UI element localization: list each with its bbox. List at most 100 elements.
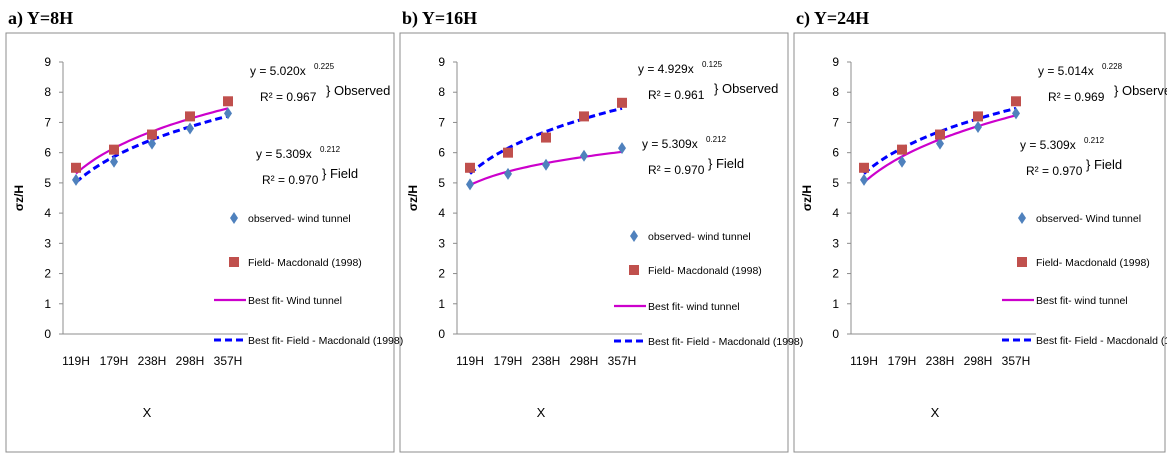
field-marker: [71, 162, 81, 173]
legend-label: Field- Macdonald (1998): [1036, 257, 1150, 269]
field-marker: [223, 96, 233, 107]
y-tick-label: 5: [438, 176, 445, 190]
chart-frame: [399, 32, 789, 453]
y-tick-label: 7: [438, 115, 445, 129]
observed-marker: [466, 178, 474, 191]
observed-marker: [860, 173, 868, 186]
observed-marker: [110, 155, 118, 168]
observed-marker: [224, 107, 232, 120]
y-tick-label: 8: [438, 85, 445, 99]
field-equation: y = 5.309x: [1020, 138, 1076, 152]
x-tick-label: 179H: [888, 354, 917, 368]
legend-label: Field- Macdonald (1998): [248, 257, 362, 269]
observed-marker: [504, 167, 512, 180]
y-axis-title: σz/H: [406, 185, 420, 211]
legend-observed-marker: [1018, 212, 1026, 224]
legend-field-marker: [1017, 257, 1027, 267]
field-bracket-label: } Field: [708, 156, 744, 171]
observed-equation: y = 5.020x: [250, 64, 306, 78]
y-tick-label: 4: [832, 206, 839, 220]
observed-marker: [974, 120, 982, 133]
field-equation: y = 5.309x: [642, 137, 698, 151]
y-tick-label: 9: [832, 55, 839, 69]
observed-equation: y = 5.014x: [1038, 64, 1094, 78]
y-axis-title: σz/H: [800, 185, 814, 211]
chart-panel-2: 0 1 2 3 4 5 6 7 8 9 119H 179H 238H 298H 357H Xσz/H y = 4…: [399, 32, 803, 453]
chart-panel-1: 0 1 2 3 4 5 6 7 8 9 119H 179H 238H 298H 357H Xσz/H y = 5…: [5, 32, 403, 453]
field-marker: [859, 162, 869, 173]
y-tick-label: 2: [44, 267, 51, 281]
x-tick-label: 238H: [926, 354, 955, 368]
observed-marker: [936, 137, 944, 150]
field-marker: [1011, 96, 1021, 107]
y-tick-label: 1: [832, 297, 839, 311]
chart-frame: [793, 32, 1166, 453]
field-marker: [109, 144, 119, 155]
y-tick-label: 3: [832, 236, 839, 250]
field-marker: [503, 147, 513, 158]
field-equation-exponent: 0.212: [320, 145, 341, 154]
observed-bracket-label: } Observed: [714, 81, 778, 96]
observed-bracket-label: } Observed: [1114, 83, 1167, 98]
y-tick-label: 4: [438, 206, 445, 220]
field-r2: R² = 0.970: [262, 173, 319, 187]
y-tick-label: 5: [44, 176, 51, 190]
field-equation-exponent: 0.212: [1084, 136, 1105, 145]
chart-panel-3: 0 1 2 3 4 5 6 7 8 9 119H 179H 238H 298H 357H Xσz/H y = 5…: [793, 32, 1167, 453]
x-axis-title: X: [931, 405, 940, 420]
field-equation: y = 5.309x: [256, 147, 312, 161]
y-axis-title: σz/H: [12, 185, 26, 211]
field-marker: [897, 144, 907, 155]
observed-bracket-label: } Observed: [326, 83, 390, 98]
x-tick-label: 179H: [494, 354, 523, 368]
observed-equation-exponent: 0.225: [314, 62, 335, 71]
x-axis-title: X: [537, 405, 546, 420]
y-tick-label: 0: [832, 327, 839, 341]
x-tick-label: 357H: [1002, 354, 1031, 368]
x-tick-label: 357H: [608, 354, 637, 368]
legend-label: Field- Macdonald (1998): [648, 265, 762, 277]
y-tick-label: 3: [438, 236, 445, 250]
field-marker: [465, 162, 475, 173]
y-tick-label: 1: [438, 297, 445, 311]
observed-r2: R² = 0.967: [260, 90, 317, 104]
y-tick-label: 6: [832, 146, 839, 160]
y-tick-label: 0: [438, 327, 445, 341]
x-tick-label: 119H: [456, 354, 484, 368]
field-marker: [935, 129, 945, 140]
field-equation-exponent: 0.212: [706, 135, 727, 144]
field-marker: [185, 111, 195, 122]
legend-observed-marker: [630, 230, 638, 242]
y-tick-label: 8: [44, 85, 51, 99]
legend-label: observed- wind tunnel: [248, 213, 351, 225]
legend-field-marker: [629, 265, 639, 275]
observed-equation: y = 4.929x: [638, 62, 694, 76]
y-tick-label: 3: [44, 236, 51, 250]
x-tick-label: 298H: [570, 354, 599, 368]
observed-marker: [542, 158, 550, 171]
field-marker: [541, 132, 551, 143]
field-marker: [579, 111, 589, 122]
legend-field-marker: [229, 257, 239, 267]
observed-equation-exponent: 0.228: [1102, 62, 1123, 71]
y-tick-label: 1: [44, 297, 51, 311]
observed-equation-exponent: 0.125: [702, 60, 723, 69]
x-tick-label: 357H: [214, 354, 243, 368]
x-tick-label: 238H: [532, 354, 561, 368]
field-bracket-label: } Field: [322, 166, 358, 181]
y-tick-label: 2: [438, 267, 445, 281]
observed-marker: [72, 173, 80, 186]
field-bracket-label: } Field: [1086, 157, 1122, 172]
y-tick-label: 8: [832, 85, 839, 99]
chart-frame: [5, 32, 395, 453]
legend-label: Best fit- Field - Macdonald (1998): [248, 335, 403, 347]
field-marker: [973, 111, 983, 122]
legend-label: Best fit- wind tunnel: [1036, 295, 1128, 307]
x-tick-label: 238H: [138, 354, 167, 368]
field-marker: [147, 129, 157, 140]
legend-label: Best fit- Field - Macdonald (1998): [648, 336, 803, 348]
observed-marker: [1012, 107, 1020, 120]
observed-marker: [186, 122, 194, 135]
y-tick-label: 6: [44, 146, 51, 160]
